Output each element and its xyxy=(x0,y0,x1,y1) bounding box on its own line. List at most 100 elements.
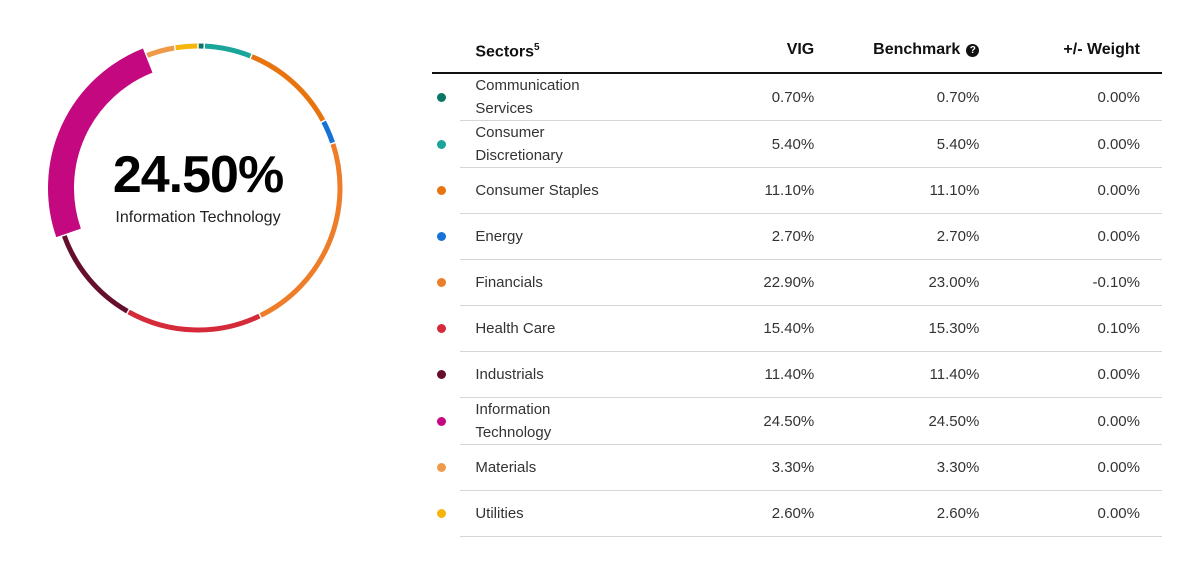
donut-slice-consumer-discretionary[interactable] xyxy=(204,43,252,59)
legend-dot xyxy=(437,324,446,333)
sector-name: Consumer Staples xyxy=(460,167,666,214)
help-icon[interactable]: ? xyxy=(966,44,980,57)
donut-slice-industrials[interactable] xyxy=(61,235,129,314)
table-row: Consumer Discretionary 5.40% 5.40% 0.00% xyxy=(432,120,1162,168)
legend-dot-cell xyxy=(432,352,460,398)
donut-slice-health-care[interactable] xyxy=(127,309,261,333)
legend-dot xyxy=(437,186,446,195)
benchmark-value: 24.50% xyxy=(814,397,980,445)
vig-value: 2.70% xyxy=(665,213,815,260)
vig-value: 15.40% xyxy=(665,305,815,352)
legend-dot xyxy=(437,370,446,379)
sector-name: Communication Services xyxy=(460,73,666,121)
sector-name-text: Information Technology xyxy=(475,401,552,441)
table-row: Consumer Staples 11.10% 11.10% 0.00% xyxy=(432,167,1162,214)
header-vig: VIG xyxy=(665,28,815,74)
sector-name-text: Communication Services xyxy=(475,77,580,117)
benchmark-value: 11.10% xyxy=(814,167,980,214)
donut-svg xyxy=(48,43,343,333)
donut-slice-materials[interactable] xyxy=(146,45,175,58)
sector-name-text: Health Care xyxy=(475,320,556,337)
sector-name-text: Utilities xyxy=(475,505,524,522)
benchmark-value: 23.00% xyxy=(814,259,980,306)
sector-name-text: Financials xyxy=(475,274,543,291)
sector-name-text: Energy xyxy=(475,228,523,245)
sector-name: Financials xyxy=(460,259,666,306)
legend-dot xyxy=(437,232,446,241)
weight-diff-value: 0.00% xyxy=(979,120,1162,168)
header-sectors-label: Sectors xyxy=(475,43,535,61)
sector-name-text: Materials xyxy=(475,459,537,476)
weight-diff-value: 0.00% xyxy=(979,73,1162,121)
legend-dot xyxy=(437,463,446,472)
sector-donut-chart: 24.50% Information Technology xyxy=(46,36,350,340)
vig-value: 11.10% xyxy=(665,167,815,214)
vig-value: 3.30% xyxy=(665,444,815,491)
benchmark-value: 2.70% xyxy=(814,213,980,260)
table-body: Communication Services 0.70% 0.70% 0.00% Con… xyxy=(432,73,1162,537)
legend-dot-cell xyxy=(432,121,460,168)
vig-value: 11.40% xyxy=(665,351,815,398)
vig-value: 0.70% xyxy=(665,73,815,121)
legend-dot-cell xyxy=(432,73,460,121)
weight-diff-value: -0.10% xyxy=(979,259,1162,306)
header-weight: +/- Weight xyxy=(979,28,1162,74)
weight-diff-value: 0.00% xyxy=(979,397,1162,445)
legend-dot-cell xyxy=(432,214,460,260)
benchmark-value: 15.30% xyxy=(814,305,980,352)
legend-dot-cell xyxy=(432,168,460,214)
table-row: Industrials 11.40% 11.40% 0.00% xyxy=(432,351,1162,398)
donut-slice-financials[interactable] xyxy=(259,143,343,318)
sector-name-text: Consumer Discretionary xyxy=(475,124,563,164)
table-row: Financials 22.90% 23.00% -0.10% xyxy=(432,259,1162,306)
weight-diff-value: 0.10% xyxy=(979,305,1162,352)
sector-name-text: Industrials xyxy=(475,366,544,383)
benchmark-value: 0.70% xyxy=(814,73,980,121)
legend-dot-cell xyxy=(432,306,460,352)
legend-dot-cell xyxy=(432,491,460,537)
legend-dot xyxy=(437,92,446,102)
weight-diff-value: 0.00% xyxy=(979,213,1162,260)
donut-slice-energy[interactable] xyxy=(321,120,335,144)
vig-value: 2.60% xyxy=(665,490,815,537)
legend-dot-cell xyxy=(432,445,460,491)
header-benchmark: Benchmark? xyxy=(814,28,980,74)
benchmark-value: 11.40% xyxy=(814,351,980,398)
weight-diff-value: 0.00% xyxy=(979,444,1162,491)
donut-slice-utilities[interactable] xyxy=(175,43,198,51)
legend-dot xyxy=(437,509,446,518)
sector-table: Sectors5 VIG Benchmark? +/- Weight Commu… xyxy=(432,28,1162,537)
table-row: Information Technology 24.50% 24.50% 0.00% xyxy=(432,397,1162,445)
legend-dot xyxy=(437,416,446,426)
footnote-marker[interactable]: 5 xyxy=(534,42,540,54)
legend-dot xyxy=(437,278,446,287)
legend-dot-cell xyxy=(432,398,460,445)
header-spacer xyxy=(432,28,461,74)
legend-dot-cell xyxy=(432,260,460,306)
donut-slice-information-technology[interactable] xyxy=(48,48,153,238)
sector-name: Information Technology xyxy=(460,397,666,445)
donut-slice-consumer-staples[interactable] xyxy=(250,54,326,122)
vig-value: 22.90% xyxy=(665,259,815,306)
sector-name: Health Care xyxy=(460,305,666,352)
sector-name: Utilities xyxy=(460,490,666,537)
sector-name: Materials xyxy=(460,444,666,491)
vig-value: 24.50% xyxy=(665,397,815,445)
vig-value: 5.40% xyxy=(665,120,815,168)
weight-diff-value: 0.00% xyxy=(979,490,1162,537)
benchmark-value: 2.60% xyxy=(814,490,980,537)
benchmark-value: 3.30% xyxy=(814,444,980,491)
table-row: Materials 3.30% 3.30% 0.00% xyxy=(432,444,1162,491)
sector-name-text: Consumer Staples xyxy=(475,182,599,199)
table-header-row: Sectors5 VIG Benchmark? +/- Weight xyxy=(432,28,1162,74)
weight-diff-value: 0.00% xyxy=(979,351,1162,398)
benchmark-value: 5.40% xyxy=(814,120,980,168)
table-row: Energy 2.70% 2.70% 0.00% xyxy=(432,213,1162,260)
weight-diff-value: 0.00% xyxy=(979,167,1162,214)
header-benchmark-label: Benchmark xyxy=(873,41,961,58)
sector-name: Energy xyxy=(460,213,666,260)
sector-name: Consumer Discretionary xyxy=(460,120,666,168)
table-row: Utilities 2.60% 2.60% 0.00% xyxy=(432,490,1162,537)
legend-dot xyxy=(437,139,446,149)
header-sectors: Sectors5 xyxy=(460,28,666,74)
